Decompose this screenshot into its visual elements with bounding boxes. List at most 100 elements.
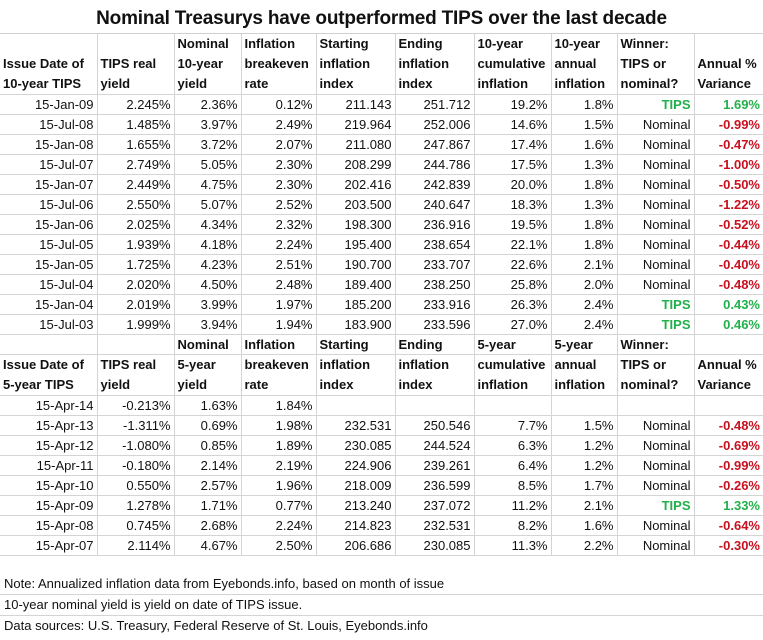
winner-cell: Nominal	[617, 535, 695, 556]
issue-date-cell: 15-Apr-13	[0, 415, 98, 436]
header-line: annual	[554, 56, 597, 71]
starting-index-cell	[316, 395, 396, 416]
nominal-yield-cell: 3.97%	[174, 114, 242, 135]
annual-inflation-cell: 1.8%	[551, 234, 618, 255]
tips-real-yield-cell: 1.485%	[97, 114, 175, 135]
issue-date-cell: 15-Apr-07	[0, 535, 98, 556]
header-line	[3, 34, 94, 54]
winner-cell: Nominal	[617, 154, 695, 175]
tips-real-yield-cell: -0.213%	[97, 395, 175, 416]
starting-index-cell: 230.085	[316, 435, 396, 456]
ending-index-cell: 232.531	[395, 515, 475, 536]
winner-cell: TIPS	[617, 314, 695, 335]
column-header: Winner: TIPS or nominal?	[617, 34, 695, 95]
header-line: nominal?	[620, 377, 679, 392]
cumulative-inflation-cell: 11.2%	[474, 495, 552, 516]
winner-cell: Nominal	[617, 254, 695, 275]
header-line: inflation	[477, 377, 529, 392]
breakeven-rate-cell: 2.51%	[241, 254, 317, 275]
nominal-yield-cell: 4.23%	[174, 254, 242, 275]
issue-date-cell: 15-Jan-07	[0, 174, 98, 195]
table-row: 15-Jul-05 1.939% 4.18% 2.24% 195.400 238.654 2…	[0, 234, 763, 255]
annual-inflation-cell: 2.4%	[551, 294, 618, 315]
breakeven-rate-cell: 1.94%	[241, 314, 317, 335]
annual-variance-cell: -0.40%	[694, 254, 763, 275]
breakeven-rate-cell: 1.84%	[241, 395, 317, 416]
breakeven-rate-cell: 1.97%	[241, 294, 317, 315]
ending-index-cell	[395, 395, 475, 416]
winner-cell: Nominal	[617, 174, 695, 195]
ending-index-cell: 244.786	[395, 154, 475, 175]
breakeven-rate-cell: 0.77%	[241, 495, 317, 516]
breakeven-rate-cell: 2.19%	[241, 455, 317, 476]
annual-inflation-cell: 1.2%	[551, 435, 618, 456]
ending-index-cell: 233.916	[395, 294, 475, 315]
header-line	[698, 335, 761, 355]
header-line: Nominal	[177, 337, 229, 352]
header-row: Issue Date of 5-year TIPS TIPS real yield N…	[0, 335, 763, 396]
table-row: 15-Apr-11 -0.180% 2.14% 2.19% 224.906 239.261…	[0, 455, 763, 476]
cumulative-inflation-cell: 22.1%	[474, 234, 552, 255]
annual-inflation-cell: 1.6%	[551, 134, 618, 155]
table-row: 15-Apr-07 2.114% 4.67% 2.50% 206.686 230.085 1…	[0, 535, 763, 556]
annual-variance-cell: -0.69%	[694, 435, 763, 456]
winner-cell: Nominal	[617, 415, 695, 436]
header-line: cumulative	[477, 56, 546, 71]
cumulative-inflation-cell: 8.2%	[474, 515, 552, 536]
cumulative-inflation-cell: 17.5%	[474, 154, 552, 175]
ending-index-cell: 239.261	[395, 455, 475, 476]
nominal-yield-cell: 1.63%	[174, 395, 242, 416]
cumulative-inflation-cell: 6.3%	[474, 435, 552, 456]
header-line: Nominal	[177, 36, 229, 51]
cumulative-inflation-cell: 19.5%	[474, 214, 552, 235]
annual-inflation-cell: 1.6%	[551, 515, 618, 536]
tips-real-yield-cell: -1.311%	[97, 415, 175, 436]
annual-variance-cell: -0.30%	[694, 535, 763, 556]
annual-variance-cell: -0.48%	[694, 274, 763, 295]
header-line: annual	[554, 357, 597, 372]
column-header: Nominal 10-year yield	[174, 34, 242, 95]
header-line: index	[398, 377, 433, 392]
header-line: Ending	[398, 36, 443, 51]
note-nominal-yield: 10-year nominal yield is yield on date o…	[0, 595, 763, 616]
breakeven-rate-cell: 2.07%	[241, 134, 317, 155]
nominal-yield-cell: 2.14%	[174, 455, 242, 476]
cumulative-inflation-cell: 27.0%	[474, 314, 552, 335]
column-header: Starting inflation index	[316, 34, 396, 95]
cumulative-inflation-cell: 7.7%	[474, 415, 552, 436]
issue-date-cell: 15-Jul-07	[0, 154, 98, 175]
cumulative-inflation-cell: 6.4%	[474, 455, 552, 476]
header-line: cumulative	[477, 357, 546, 372]
winner-cell: Nominal	[617, 114, 695, 135]
winner-cell: Nominal	[617, 435, 695, 456]
header-line: inflation	[398, 357, 450, 372]
tips-real-yield-cell: 2.019%	[97, 294, 175, 315]
table-10-year-tips: Issue Date of 10-year TIPS TIPS real yield…	[0, 34, 763, 355]
header-line: yield	[177, 377, 208, 392]
nominal-yield-cell: 4.50%	[174, 274, 242, 295]
starting-index-cell: 208.299	[316, 154, 396, 175]
breakeven-rate-cell: 2.24%	[241, 515, 317, 536]
header-line	[101, 335, 171, 355]
header-line: Winner:	[620, 36, 669, 51]
annual-inflation-cell: 1.2%	[551, 455, 618, 476]
header-line: 5-year	[477, 337, 516, 352]
winner-cell	[617, 395, 695, 416]
ending-index-cell: 251.712	[395, 94, 475, 115]
table-row: 15-Jan-07 2.449% 4.75% 2.30% 202.416 242.839 2…	[0, 174, 763, 195]
table-row: 15-Jan-09 2.245% 2.36% 0.12% 211.143 251.712 1…	[0, 94, 763, 115]
header-line: 5-year	[177, 357, 216, 372]
tips-real-yield-cell: 2.550%	[97, 194, 175, 215]
nominal-yield-cell: 3.99%	[174, 294, 242, 315]
tips-real-yield-cell: 1.655%	[97, 134, 175, 155]
nominal-yield-cell: 2.57%	[174, 475, 242, 496]
header-line: 10-year	[177, 56, 224, 71]
nominal-yield-cell: 4.34%	[174, 214, 242, 235]
header-line: TIPS or	[620, 56, 667, 71]
column-header: Annual % Variance	[694, 34, 763, 95]
nominal-yield-cell: 4.75%	[174, 174, 242, 195]
column-header: Ending inflation index	[395, 335, 475, 396]
table-row: 15-Jul-06 2.550% 5.07% 2.52% 203.500 240.647 1…	[0, 194, 763, 215]
starting-index-cell: 224.906	[316, 455, 396, 476]
annual-inflation-cell: 2.4%	[551, 314, 618, 335]
